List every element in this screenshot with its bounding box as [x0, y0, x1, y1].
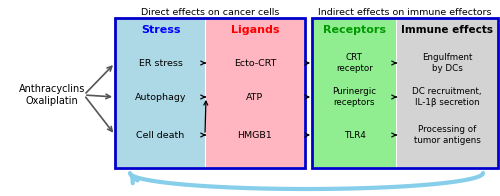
Bar — [206, 19, 304, 167]
Text: Purinergic
receptors: Purinergic receptors — [332, 87, 376, 107]
Text: Stress: Stress — [141, 25, 180, 35]
Text: ATP: ATP — [246, 93, 264, 102]
Text: Ecto-CRT: Ecto-CRT — [234, 58, 276, 67]
Text: TLR4: TLR4 — [344, 131, 365, 140]
Bar — [313, 19, 396, 167]
Text: Anthracyclins
Oxaliplatin: Anthracyclins Oxaliplatin — [19, 84, 85, 106]
Bar — [312, 18, 498, 168]
Text: HMGB1: HMGB1 — [238, 131, 272, 140]
Text: Indirect effects on immune effectors: Indirect effects on immune effectors — [318, 7, 492, 16]
Text: CRT
receptor: CRT receptor — [336, 53, 373, 73]
Text: Receptors: Receptors — [323, 25, 386, 35]
Text: ER stress: ER stress — [138, 58, 182, 67]
Text: Direct effects on cancer cells: Direct effects on cancer cells — [141, 7, 279, 16]
Text: Cell death: Cell death — [136, 131, 184, 140]
Bar — [397, 19, 497, 167]
Text: DC recruitment,
IL-1β secretion: DC recruitment, IL-1β secretion — [412, 87, 482, 107]
Text: Immune effects: Immune effects — [401, 25, 493, 35]
Text: Autophagy: Autophagy — [135, 93, 186, 102]
Bar — [115, 18, 305, 168]
Bar — [116, 19, 205, 167]
Text: Processing of
tumor antigens: Processing of tumor antigens — [414, 125, 480, 145]
Text: Ligands: Ligands — [231, 25, 279, 35]
Text: Engulfment
by DCs: Engulfment by DCs — [422, 53, 472, 73]
